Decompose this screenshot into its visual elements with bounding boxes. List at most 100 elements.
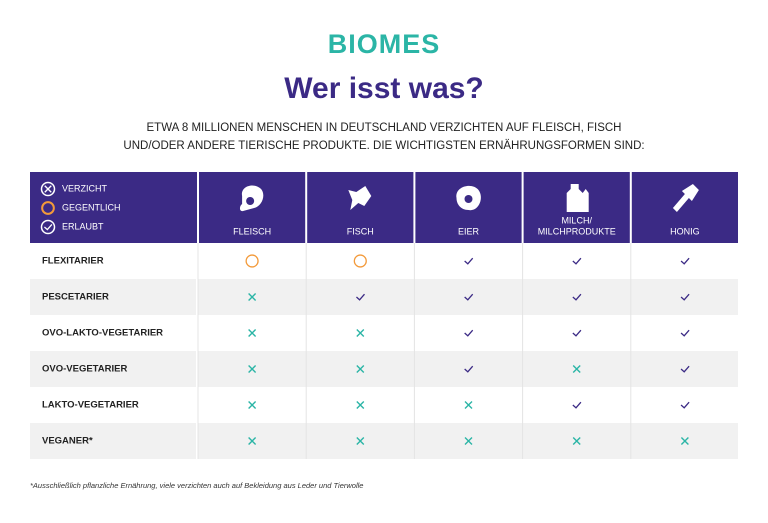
icon-check [464, 329, 474, 337]
row-label: VEGANER* [42, 436, 93, 447]
status-icon [572, 401, 582, 409]
icon-circle [353, 254, 367, 268]
header-bg [631, 172, 738, 243]
footnote: *Ausschließlich pflanzliche Ernährung, v… [30, 481, 363, 490]
legend-label: ERLAUBT [62, 221, 104, 231]
icon-x [248, 437, 257, 445]
row-label: OVO-VEGETARIER [42, 364, 127, 375]
icon-check [572, 401, 582, 409]
row-label: PESCETARIER [42, 292, 109, 303]
status-icon [680, 293, 690, 301]
row-bg [30, 315, 738, 351]
column-icon [672, 184, 699, 212]
legend-label: GEGENTLICH [62, 202, 121, 212]
row-label: LAKTO-VEGETARIER [42, 400, 139, 411]
column-icon [239, 185, 264, 212]
row-label: FLEXITARIER [42, 256, 104, 267]
icon-x [356, 365, 365, 373]
icon-check [464, 257, 474, 265]
status-icon [356, 293, 365, 301]
status-icon [245, 254, 259, 268]
icon-check [464, 293, 474, 301]
icon-x [356, 329, 365, 337]
icon-x [248, 401, 257, 409]
column-label: HONIG [670, 226, 700, 236]
column-icon [566, 184, 589, 212]
row-bg [30, 243, 738, 279]
row-bg [30, 423, 738, 459]
icon-check [572, 293, 582, 301]
icon-ring [40, 219, 56, 235]
icon-x [248, 365, 257, 373]
row-bg [30, 279, 738, 315]
status-icon [680, 257, 690, 265]
status-icon [356, 401, 365, 409]
status-icon [248, 293, 257, 301]
status-icon [353, 254, 367, 268]
icon-x [572, 365, 581, 373]
row-bg [30, 387, 738, 423]
status-icon [464, 329, 474, 337]
header-bg [307, 172, 414, 243]
legend-label: VERZICHT [62, 183, 108, 193]
status-icon [680, 437, 689, 445]
icon-check [464, 365, 474, 373]
column-label: EIER [458, 226, 480, 236]
icon-x [248, 329, 257, 337]
logo: BIOMES [328, 29, 441, 59]
status-icon [464, 437, 473, 445]
icon-check [680, 257, 690, 265]
status-icon [40, 181, 56, 197]
icon-circle [41, 201, 55, 215]
icon-x [356, 437, 365, 445]
icon-x [44, 185, 52, 193]
status-icon [572, 329, 582, 337]
status-icon [356, 329, 365, 337]
icon-x [680, 437, 689, 445]
icon-circle [245, 254, 259, 268]
status-icon [572, 437, 581, 445]
status-icon [40, 219, 56, 235]
status-icon [680, 329, 690, 337]
status-icon [680, 401, 690, 409]
status-icon [356, 437, 365, 445]
column-label: FLEISCH [233, 226, 271, 236]
status-icon [248, 329, 257, 337]
row-bg [30, 351, 738, 387]
icon-check [572, 329, 582, 337]
status-icon [464, 293, 474, 301]
row-label: OVO-LAKTO-VEGETARIER [42, 328, 163, 339]
title: Wer isst was? [284, 72, 484, 105]
status-icon [572, 257, 582, 265]
status-icon [572, 365, 581, 373]
icon-x [464, 437, 473, 445]
status-icon [248, 365, 257, 373]
subtitle: UND/ODER ANDERE TIERISCHE PRODUKTE. DIE … [123, 140, 644, 152]
status-icon [248, 401, 257, 409]
icon-ring [40, 181, 56, 197]
icon-check [680, 329, 690, 337]
status-icon [356, 365, 365, 373]
icon-x [572, 437, 581, 445]
column-icon [348, 186, 372, 210]
icon-check [680, 365, 690, 373]
column-label: MILCHPRODUKTE [538, 226, 616, 236]
icon-check [43, 223, 53, 231]
status-icon [464, 401, 473, 409]
column-label: FISCH [347, 226, 374, 236]
status-icon [41, 201, 55, 215]
status-icon [464, 365, 474, 373]
subtitle: ETWA 8 MILLIONEN MENSCHEN IN DEUTSCHLAND… [147, 122, 622, 134]
status-icon [680, 365, 690, 373]
status-icon [248, 437, 257, 445]
header-bg [30, 172, 197, 243]
icon-check [356, 293, 365, 301]
icon-check [572, 257, 582, 265]
icon-x [464, 401, 473, 409]
icon-x [248, 293, 257, 301]
icon-check [680, 401, 690, 409]
status-icon [572, 293, 582, 301]
column-label: MILCH/ [561, 215, 592, 225]
